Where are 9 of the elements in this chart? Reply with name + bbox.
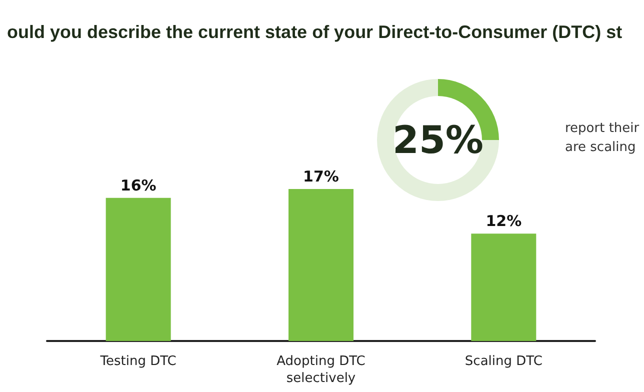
x-tick-label: Testing DTC xyxy=(99,354,176,369)
data-label: 17% xyxy=(303,167,339,186)
data-label: 16% xyxy=(120,176,156,194)
x-tick-label: Scaling DTC xyxy=(464,354,542,369)
data-label: 25% xyxy=(392,118,484,162)
x-tick-label: Adopting DTC selectively xyxy=(276,354,366,386)
chart-title: ould you describe the current state of your Direct-to-Consumer (DTC) st xyxy=(7,22,622,42)
data-label: 12% xyxy=(486,212,522,230)
text: report their are scaling xyxy=(565,121,640,155)
